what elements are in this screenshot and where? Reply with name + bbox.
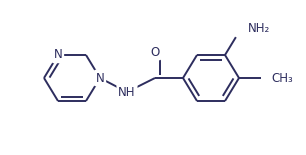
Text: CH₃: CH₃ (271, 71, 293, 84)
Text: N: N (54, 49, 62, 62)
Text: O: O (150, 46, 160, 58)
Text: NH: NH (118, 86, 136, 98)
Text: N: N (95, 71, 104, 84)
Text: NH₂: NH₂ (248, 22, 270, 35)
